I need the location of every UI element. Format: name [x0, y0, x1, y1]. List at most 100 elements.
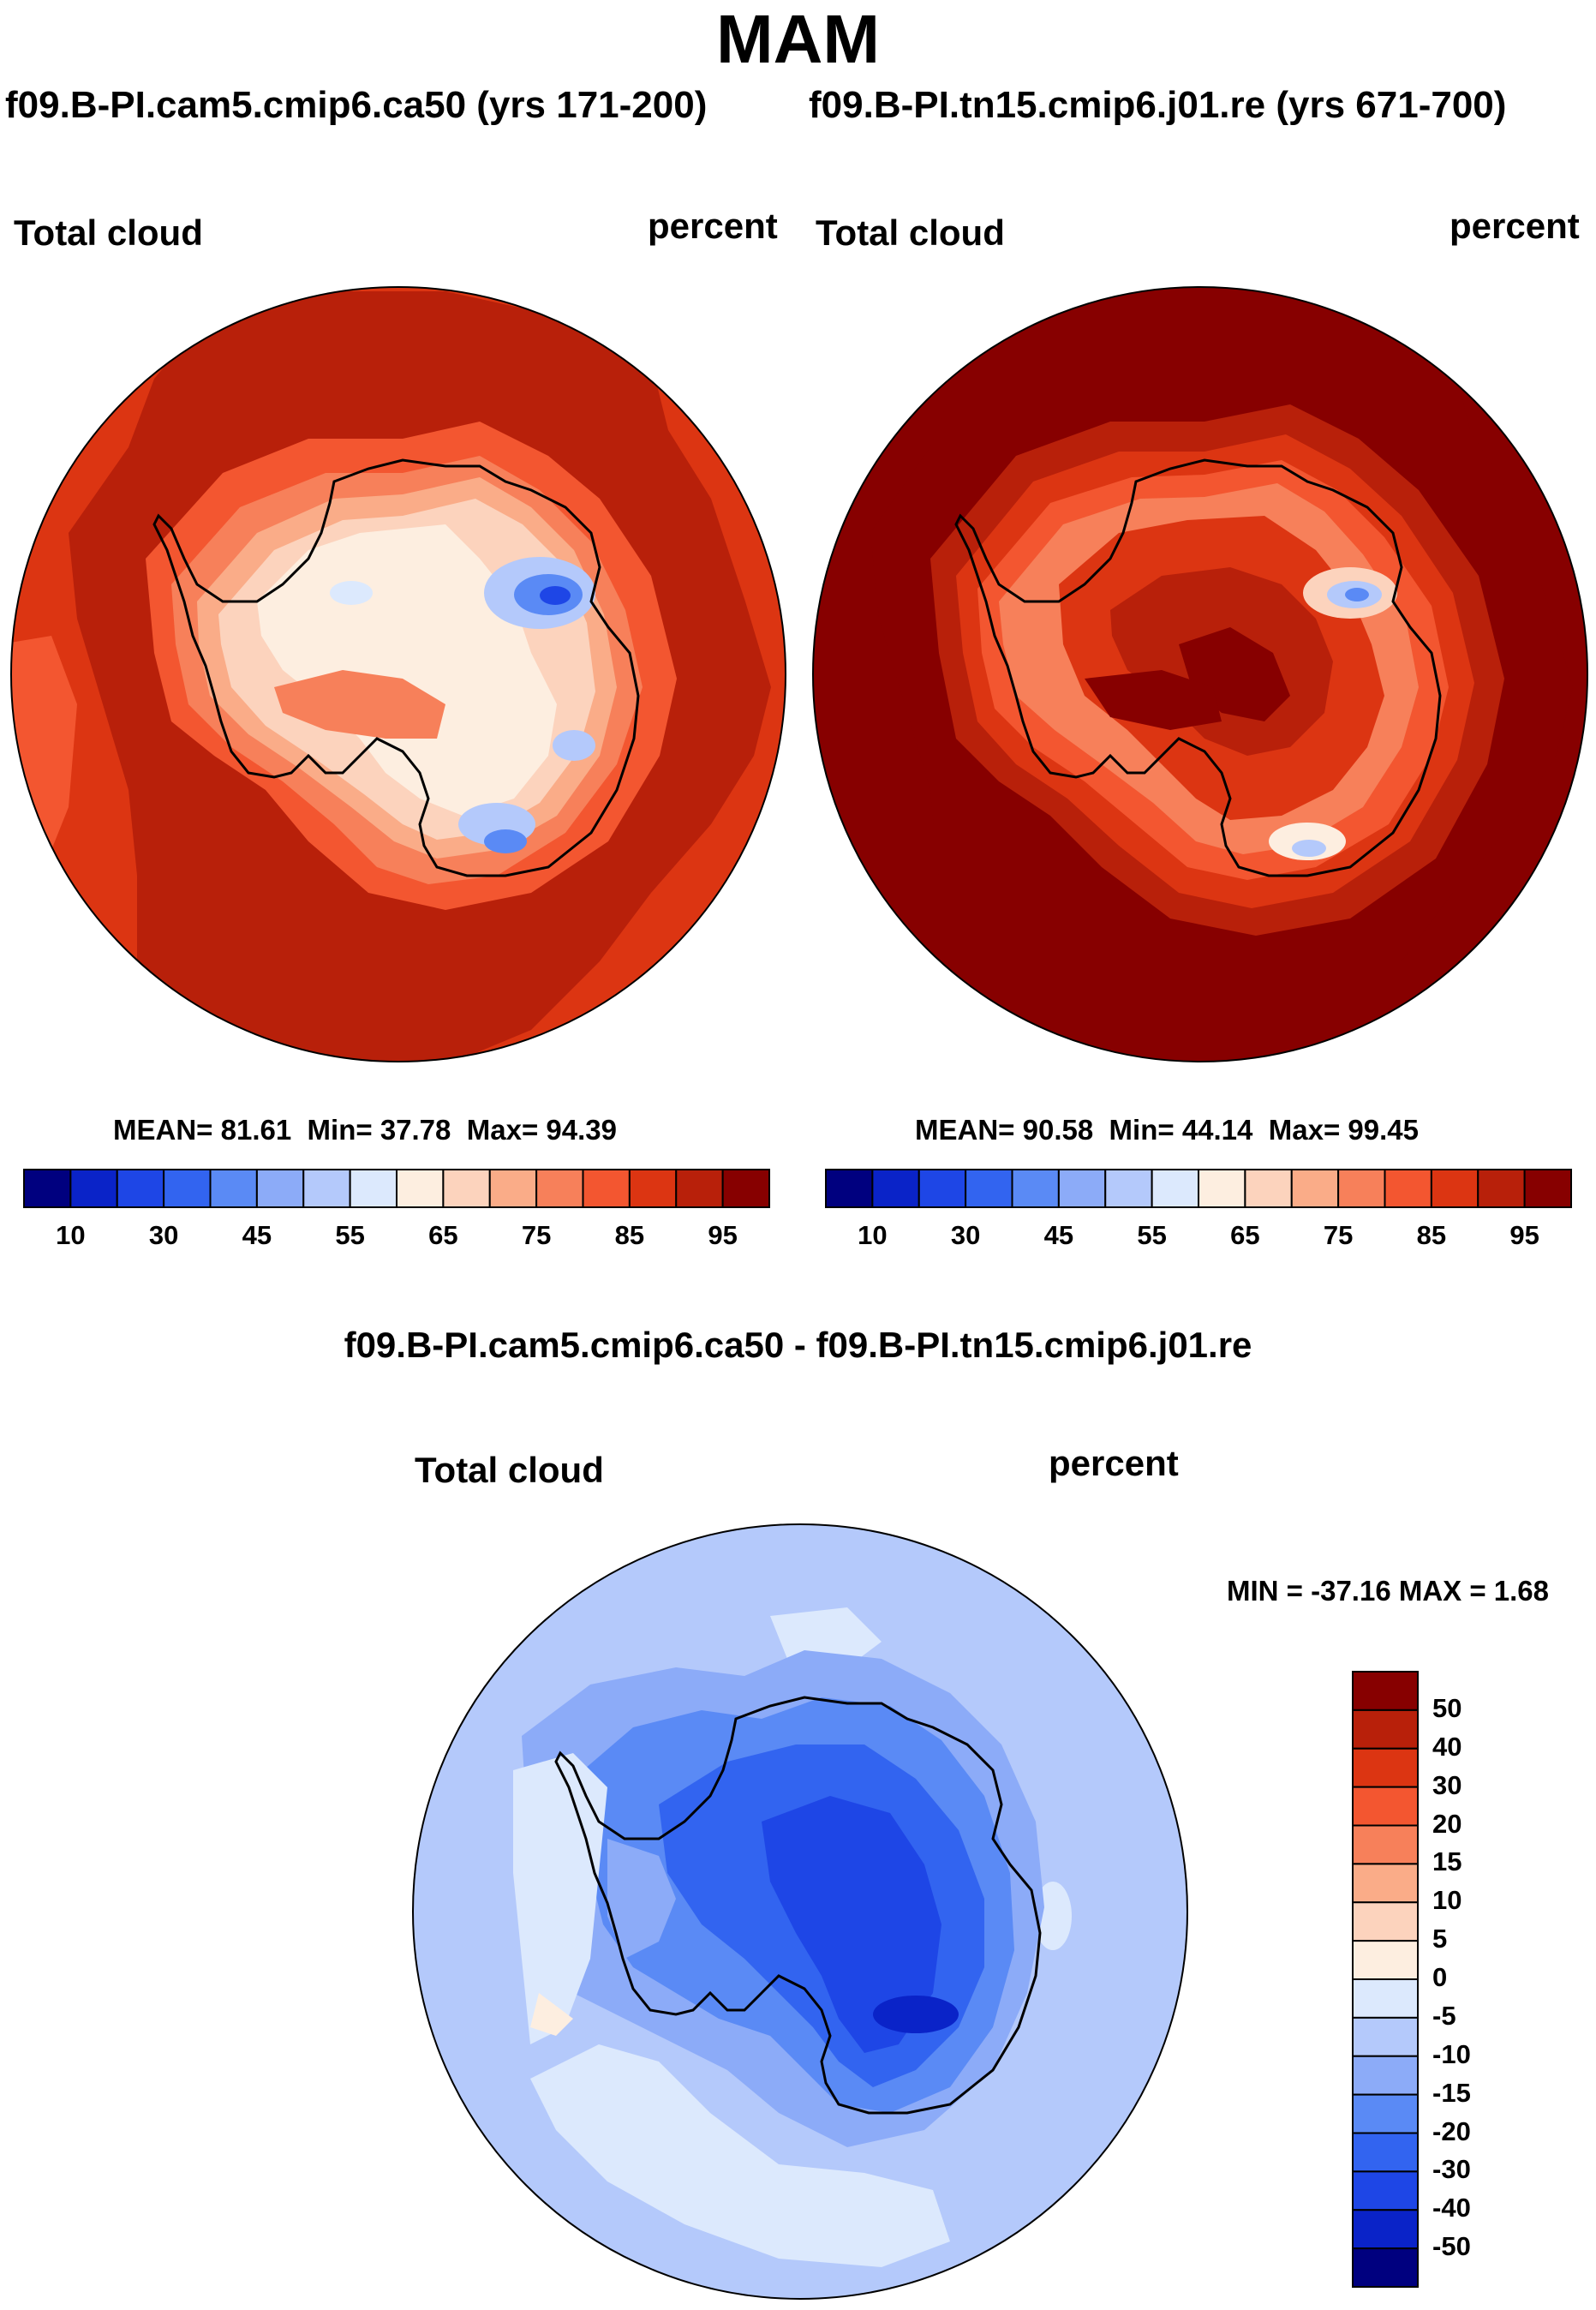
- right-colorbar-tick: 75: [1323, 1220, 1354, 1250]
- left-mean-label: MEAN=: [113, 1114, 213, 1146]
- right-mean-value: 90.58: [1022, 1114, 1094, 1146]
- right-colorbar-box: [1337, 1169, 1386, 1208]
- right-max-value: 99.45: [1348, 1114, 1419, 1146]
- left-max-value: 94.39: [546, 1114, 617, 1146]
- left-max-label: Max=: [466, 1114, 539, 1146]
- right-stats: MEAN= 90.58 Min= 44.14 Max= 99.45: [915, 1114, 1419, 1146]
- right-colorbar-box: [1523, 1169, 1573, 1208]
- diff-colorbar-box: [1352, 1786, 1419, 1827]
- diff-colorbar-tick: 50: [1432, 1692, 1462, 1723]
- right-map-border: [812, 286, 1588, 1062]
- diff-polar-map: [412, 1523, 1188, 2300]
- diff-colorbar-tick: -5: [1432, 2000, 1456, 2031]
- right-colorbar-box: [1011, 1169, 1060, 1208]
- left-variable-label: Total cloud: [14, 212, 203, 253]
- diff-colorbar-tick: -20: [1432, 2116, 1471, 2146]
- right-colorbar-box: [1151, 1169, 1200, 1208]
- diff-colorbar-tick: 40: [1432, 1731, 1462, 1762]
- diff-interior-minus40: [762, 1796, 941, 2053]
- diff-colorbar-box: [1352, 2055, 1419, 2096]
- left-colorbar-box: [255, 1169, 305, 1208]
- left-coastline: [152, 458, 640, 877]
- right-colorbar-box: [1290, 1169, 1340, 1208]
- left-min-value: 37.78: [380, 1114, 451, 1146]
- diff-colorbar-box: [1352, 2170, 1419, 2211]
- right-colorbar-tick: 10: [858, 1220, 888, 1250]
- right-max-label: Max=: [1268, 1114, 1341, 1146]
- diff-colorbar-box: [1352, 2132, 1419, 2173]
- diff-peninsula-minus5: [513, 1753, 607, 2044]
- right-colorbar-box: [1384, 1169, 1432, 1208]
- right-ridge-95: [1085, 670, 1222, 730]
- left-mean-value: 81.61: [220, 1114, 292, 1146]
- diff-colorbar-tick: 5: [1432, 1924, 1448, 1954]
- right-colorbar-box: [965, 1169, 1013, 1208]
- right-colorbar: [825, 1169, 1573, 1208]
- right-colorbar-tick: 85: [1416, 1220, 1447, 1250]
- diff-patch-minus5: [770, 1607, 882, 1667]
- left-colorbar-tick: 95: [708, 1220, 738, 1250]
- left-polar-map: [10, 286, 786, 1062]
- right-colorbar-box: [825, 1169, 874, 1208]
- left-low-30: [540, 586, 571, 605]
- left-colorbar: [23, 1169, 771, 1208]
- right-colorbar-box: [1244, 1169, 1293, 1208]
- right-units-label: percent: [1450, 206, 1580, 246]
- diff-colorbar-tick: 15: [1432, 1846, 1462, 1877]
- right-colorbar-tick: 65: [1230, 1220, 1260, 1250]
- left-colorbar-tick: 75: [521, 1220, 552, 1250]
- right-colorbar-box: [871, 1169, 920, 1208]
- left-case-title: f09.B-PI.cam5.cmip6.ca50 (yrs 171-200): [5, 84, 708, 126]
- diff-colorbar-tick: -10: [1432, 2038, 1471, 2069]
- left-colorbar-box: [349, 1169, 398, 1208]
- left-colorbar-box: [69, 1169, 118, 1208]
- right-colorbar-box: [1430, 1169, 1479, 1208]
- right-low-55b: [1292, 840, 1326, 857]
- right-colorbar-tick: 30: [950, 1220, 981, 1250]
- left-colorbar-tick: 45: [242, 1220, 272, 1250]
- diff-core-minus50: [873, 1996, 959, 2033]
- diff-colorbar-box: [1352, 2247, 1419, 2289]
- diff-colorbar-box: [1352, 1940, 1419, 1981]
- right-min-label: Min=: [1109, 1114, 1175, 1146]
- left-colorbar-box: [209, 1169, 258, 1208]
- diff-colorbar-box: [1352, 1901, 1419, 1942]
- right-colorbar-box: [1057, 1169, 1107, 1208]
- right-polar-map: [812, 286, 1588, 1062]
- diff-colorbar-tick: -15: [1432, 2077, 1471, 2108]
- right-colorbar-tick: 95: [1509, 1220, 1539, 1250]
- left-colorbar-box: [628, 1169, 678, 1208]
- diff-variable-label: Total cloud: [415, 1450, 604, 1490]
- page-title: MAM: [715, 1, 881, 77]
- diff-title: f09.B-PI.cam5.cmip6.ca50 - f09.B-PI.tn15…: [344, 1325, 1252, 1365]
- diff-colorbar-box: [1352, 2093, 1419, 2134]
- left-colorbar-box: [582, 1169, 631, 1208]
- diff-colorbar-box: [1352, 1747, 1419, 1788]
- left-colorbar-box: [396, 1169, 445, 1208]
- diff-colorbar-box: [1352, 2016, 1419, 2057]
- left-colorbar-tick: 10: [56, 1220, 86, 1250]
- diff-map-border: [412, 1523, 1188, 2300]
- left-colorbar-tick: 65: [428, 1220, 458, 1250]
- diff-colorbar-tick: -40: [1432, 2193, 1471, 2223]
- diff-colorbar-tick: -50: [1432, 2231, 1471, 2262]
- left-colorbar-box: [721, 1169, 771, 1208]
- diff-colorbar-box: [1352, 1671, 1419, 1711]
- left-ridge-75: [274, 670, 445, 739]
- diff-colorbar-tick: 20: [1432, 1808, 1462, 1839]
- diff-colorbar-tick: 0: [1432, 1962, 1448, 1992]
- left-colorbar-tick: 85: [614, 1220, 645, 1250]
- diff-colorbar: [1352, 1671, 1419, 2289]
- diff-peninsula-plus: [530, 1993, 573, 2036]
- left-colorbar-box: [302, 1169, 351, 1208]
- right-colorbar-tick: 55: [1137, 1220, 1167, 1250]
- diff-colorbar-tick: 30: [1432, 1769, 1462, 1800]
- left-units-label: percent: [648, 206, 778, 246]
- right-variable-label: Total cloud: [816, 212, 1005, 253]
- right-colorbar-tick: 45: [1043, 1220, 1074, 1250]
- left-colorbar-tick: 30: [148, 1220, 179, 1250]
- right-colorbar-box: [918, 1169, 967, 1208]
- diff-peninsula-minus15: [607, 1839, 676, 1959]
- diff-colorbar-box: [1352, 1709, 1419, 1750]
- left-stats: MEAN= 81.61 Min= 37.78 Max= 94.39: [113, 1114, 617, 1146]
